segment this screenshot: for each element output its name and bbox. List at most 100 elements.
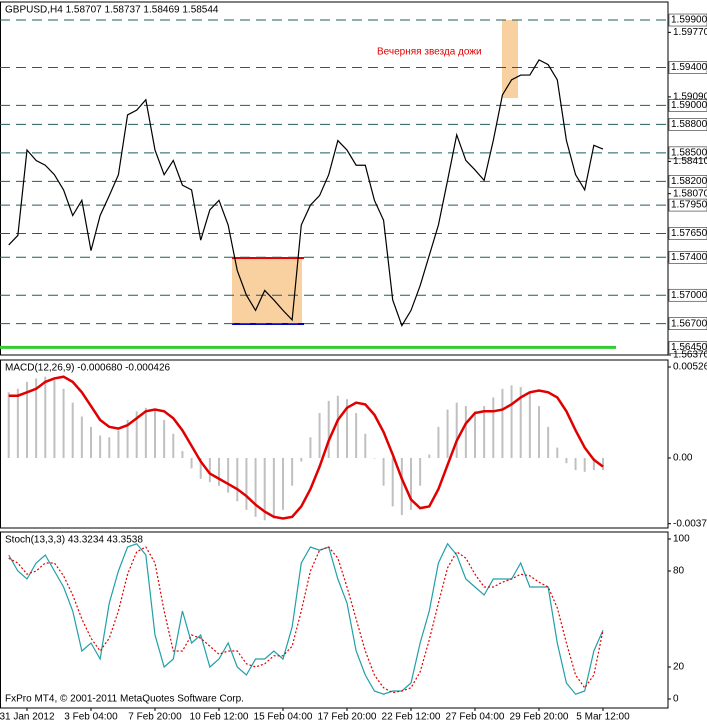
series-line [8, 546, 604, 694]
histogram-bar [501, 388, 504, 459]
series-line [8, 59, 604, 327]
histogram-bar [35, 378, 38, 459]
level-label: 1.57000 [671, 290, 707, 301]
histogram-bar [556, 447, 559, 459]
level-label-box [668, 227, 707, 240]
histogram-bar [583, 458, 586, 472]
histogram-bar [519, 387, 522, 459]
series-line [8, 375, 604, 520]
level-label: 1.57400 [671, 252, 707, 263]
histogram-bar [181, 451, 184, 459]
histogram-bar [53, 380, 56, 459]
level-label-box [668, 317, 707, 330]
x-tick-label: 27 Feb 04:00 [446, 712, 505, 723]
x-tick-label: 3 Feb 04:00 [64, 712, 118, 723]
level-label: 1.59900 [671, 15, 707, 26]
histogram-bar [208, 458, 211, 483]
histogram-bar [373, 458, 376, 459]
annotation: Вечерняя звезда дожи [377, 47, 482, 58]
histogram-bar [281, 458, 284, 510]
level-label-box [668, 99, 707, 112]
histogram-bar [25, 381, 28, 459]
y-tick-label: 0.00 [673, 453, 693, 464]
histogram-bar [199, 458, 202, 479]
histogram-bar [108, 437, 111, 459]
histogram-bar [510, 385, 513, 459]
histogram-bar [309, 437, 312, 459]
x-tick-label: 7 Feb 20:00 [128, 712, 182, 723]
level-label-box [668, 288, 707, 302]
y-tick-label: 1.58070 [673, 188, 707, 199]
panel-title: MACD(12,26,9) -0.000680 -0.000426 [5, 363, 171, 374]
histogram-bar [345, 399, 348, 459]
x-tick-label: 17 Feb 20:00 [318, 712, 377, 723]
histogram-bar [419, 458, 422, 486]
histogram-bar [473, 411, 476, 459]
level-label-box [668, 61, 707, 74]
histogram-bar [126, 419, 129, 459]
panel-frame [0, 359, 669, 529]
histogram-bar [172, 433, 175, 459]
histogram-bar [382, 458, 385, 486]
level-label-box [668, 175, 707, 188]
y-tick-label: 1.58410 [673, 156, 707, 167]
histogram-bar [44, 376, 47, 459]
x-tick-label: 29 Feb 20:00 [510, 712, 569, 723]
histogram-bar [153, 409, 156, 459]
histogram-bar [592, 458, 595, 471]
histogram-bar [135, 411, 138, 459]
histogram-bar [565, 458, 568, 464]
histogram-bar [336, 395, 339, 459]
level-label-box [668, 118, 707, 131]
level-label: 1.58500 [671, 148, 707, 159]
y-tick-label: 1.59770 [673, 27, 707, 38]
y-tick-label: 100 [673, 534, 690, 545]
histogram-bar [464, 406, 467, 459]
histogram-bar [391, 458, 394, 507]
histogram-bar [400, 458, 403, 516]
histogram-bar [190, 458, 193, 469]
x-tick-label: 22 Feb 12:00 [382, 712, 441, 723]
histogram-bar [16, 388, 19, 459]
histogram-bar [163, 419, 166, 459]
level-label-box [668, 198, 707, 212]
histogram-bar [245, 458, 248, 510]
level-label: 1.56700 [671, 318, 707, 329]
histogram-bar [217, 458, 220, 486]
histogram-bar [455, 402, 458, 459]
histogram-bar [80, 416, 83, 459]
histogram-bar [355, 413, 358, 459]
histogram-bar [117, 430, 120, 459]
level-label-box [668, 251, 707, 264]
histogram-bar [263, 458, 266, 521]
histogram-bar [364, 433, 367, 459]
level-label: 1.58200 [671, 176, 707, 187]
histogram-bar [144, 407, 147, 459]
series-line [8, 542, 604, 695]
histogram-bar [537, 406, 540, 459]
histogram-bar [227, 458, 230, 493]
pattern-box [502, 20, 518, 98]
y-tick-label: 0 [673, 694, 679, 705]
y-tick-label: 1.56370 [673, 350, 707, 361]
level-label: 1.59000 [671, 100, 707, 111]
histogram-bar [428, 454, 431, 459]
histogram-bar [71, 402, 74, 459]
histogram-bar [492, 397, 495, 459]
y-tick-label: -0.003797 [673, 518, 707, 529]
panel-frame [0, 531, 669, 709]
pattern-box [232, 258, 302, 325]
level-label: 1.57650 [671, 228, 707, 239]
x-tick-label: 5 Mar 12:00 [576, 712, 630, 723]
level-label-box [668, 13, 707, 27]
histogram-bar [99, 435, 102, 459]
panel-title: GBPUSD,H4 1.58707 1.58737 1.58469 1.5854… [5, 5, 219, 16]
histogram-bar [483, 406, 486, 459]
panel-frame [0, 1, 669, 356]
histogram-bar [601, 458, 604, 471]
level-label-box [668, 341, 707, 354]
histogram-bar [318, 413, 321, 459]
histogram-bar [89, 426, 92, 459]
